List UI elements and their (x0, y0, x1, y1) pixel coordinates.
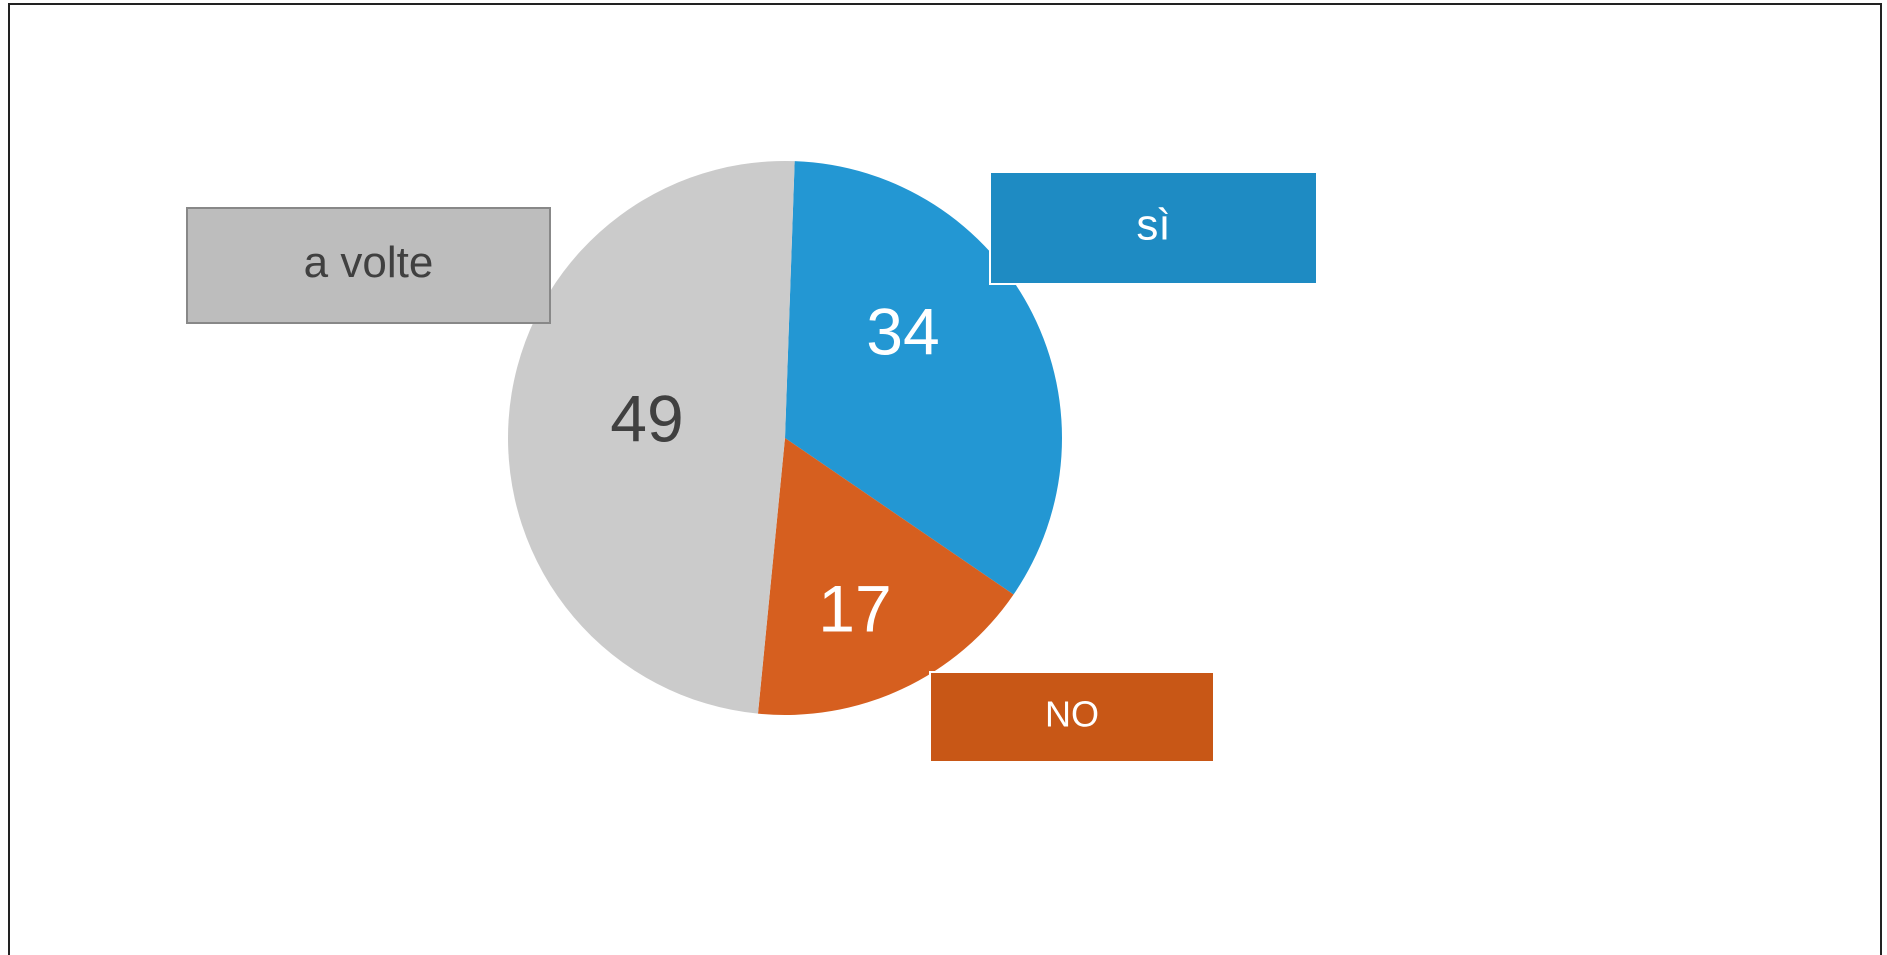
frame (8, 3, 1882, 955)
category-label: sì (1136, 201, 1170, 250)
pie-slice (508, 160, 795, 714)
category-label: a volte (304, 238, 434, 287)
category-label: NO (1045, 694, 1099, 735)
data-label: 49 (610, 381, 683, 455)
label-box (186, 207, 551, 324)
label-box (929, 671, 1215, 763)
data-label: 34 (866, 294, 939, 368)
data-label: 17 (818, 571, 891, 645)
label-box (989, 171, 1318, 285)
pie-slice (757, 438, 1014, 715)
